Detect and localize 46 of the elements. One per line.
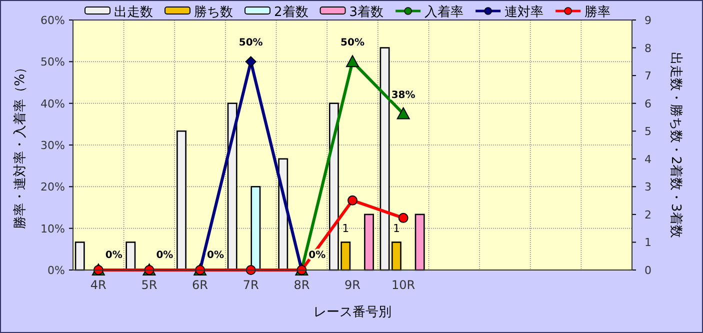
y2-axis-title: 出走数・勝ち数・2着数・3着数 xyxy=(668,52,684,238)
x-axis-title: レース番号別 xyxy=(314,305,392,320)
bar xyxy=(74,242,85,271)
y2-tick-label: 0 xyxy=(644,264,652,277)
legend-label: 勝ち数 xyxy=(194,5,233,20)
legend-label: 3着数 xyxy=(349,4,384,20)
y2-tick-label: 7 xyxy=(644,70,652,83)
x-tick-label: 10R xyxy=(392,278,416,292)
y-tick-label: 10% xyxy=(40,222,65,236)
y2-tick-label: 8 xyxy=(644,42,652,55)
x-tick-label: 7R xyxy=(242,278,259,292)
data-label: 1 xyxy=(342,222,350,236)
point xyxy=(398,212,408,223)
y-tick-label: 30% xyxy=(40,139,65,152)
x-tick-label: 4R xyxy=(90,278,106,292)
legend-label: 2着数 xyxy=(274,4,308,20)
y-tick-label: 40% xyxy=(40,97,65,110)
x-tick-label: 5R xyxy=(141,278,158,292)
y2-tick-label: 4 xyxy=(644,152,652,166)
bar xyxy=(414,214,425,271)
y2-tick-label: 6 xyxy=(644,97,652,110)
y2-tick-label: 5 xyxy=(644,125,652,138)
data-label: 1 xyxy=(392,222,400,236)
bar xyxy=(391,242,402,271)
y2-tick-label: 3 xyxy=(644,180,652,194)
legend-label: 連対率 xyxy=(504,4,544,20)
bar xyxy=(380,47,390,271)
y2-tick-label: 2 xyxy=(644,208,652,222)
y-tick-label: 60% xyxy=(40,14,65,27)
x-tick-label: 8R xyxy=(294,278,310,292)
y2-tick-label: 9 xyxy=(644,14,652,27)
point xyxy=(346,55,359,68)
x-tick-label: 9R xyxy=(344,278,360,292)
legend-label: 出走数 xyxy=(114,5,153,20)
y-axis-title: 勝率・連対率・入着率（%） xyxy=(12,60,28,230)
point xyxy=(245,56,256,68)
point xyxy=(348,195,358,206)
legend-label: 入着率 xyxy=(424,4,464,20)
bar xyxy=(364,214,374,271)
y-tick-label: 20% xyxy=(40,180,65,194)
y2-tick-label: 1 xyxy=(644,236,652,250)
point xyxy=(396,107,410,120)
legend-label: 勝率 xyxy=(584,4,611,20)
x-tick-label: 6R xyxy=(192,278,208,292)
y-tick-label: 0% xyxy=(48,264,65,277)
y-tick-label: 50% xyxy=(40,56,65,69)
